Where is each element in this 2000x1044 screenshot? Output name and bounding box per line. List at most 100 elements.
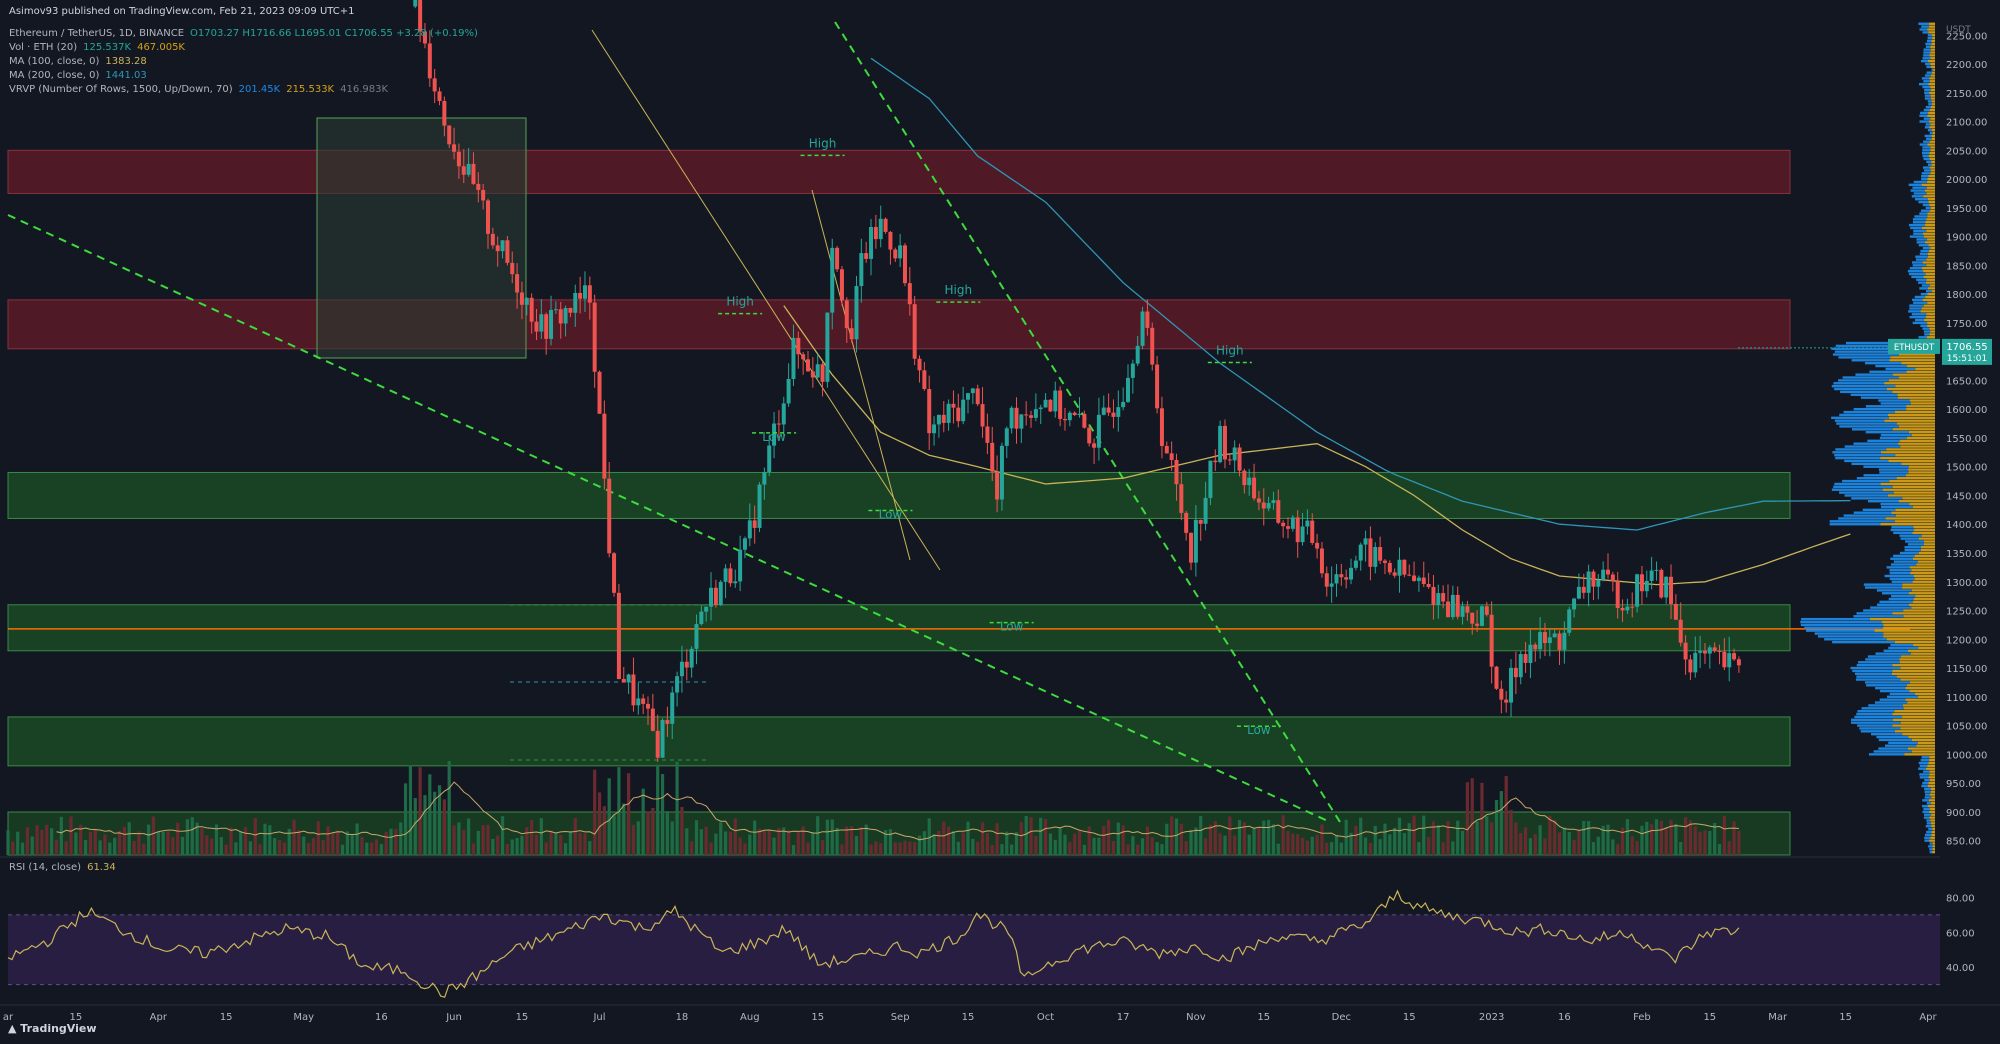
- vp-bar-up: [1912, 186, 1927, 189]
- vp-bar-down: [1931, 822, 1935, 825]
- vp-bar-up: [1918, 281, 1927, 284]
- time-axis-label: Jun: [445, 1012, 462, 1023]
- vp-bar-down: [1899, 658, 1935, 661]
- ma100-legend[interactable]: MA (100, close, 0) 1383.28: [9, 56, 153, 67]
- vp-bar-up: [1927, 100, 1932, 103]
- volume-bar: [1640, 825, 1644, 855]
- volume-bar: [908, 841, 912, 855]
- vp-bar-up: [1851, 462, 1902, 466]
- annotations-layer: High Low High Low High Low High Low: [718, 136, 1281, 737]
- vp-bar-up: [1918, 767, 1926, 770]
- volume-bar: [462, 829, 466, 855]
- vp-bar-up: [1923, 80, 1930, 83]
- volume-bar: [1121, 825, 1125, 855]
- candle-body: [534, 321, 539, 332]
- vp-bar-up: [1926, 71, 1933, 74]
- vp-bar-down: [1929, 770, 1935, 773]
- vp-bar-down: [1905, 686, 1935, 690]
- volume-bar: [1553, 820, 1557, 855]
- time-axis-label: 15: [70, 1012, 83, 1023]
- volume-bar: [1368, 843, 1373, 855]
- volume-bar: [282, 842, 286, 855]
- vp-bar-up: [1922, 799, 1929, 802]
- volume-bar: [1650, 824, 1654, 855]
- volume-bar: [1393, 827, 1397, 855]
- candle-body: [713, 587, 718, 605]
- vp-bar-down: [1932, 71, 1935, 74]
- time-axis-label: 16: [375, 1012, 388, 1023]
- volume-bar: [263, 823, 267, 855]
- volume-bar: [1184, 841, 1188, 855]
- volume-bar: [394, 829, 398, 855]
- volume-bar: [1058, 827, 1062, 855]
- annotation-label-5: Low: [1000, 620, 1024, 634]
- volume-bar: [820, 839, 825, 855]
- vrvp-legend[interactable]: VRVP (Number Of Rows, 1500, Up/Down, 70)…: [9, 84, 394, 95]
- vp-bar-up: [1842, 376, 1899, 379]
- vp-bar-up: [1914, 295, 1926, 299]
- symbol-title[interactable]: Ethereum / TetherUS, 1D, BINANCE: [9, 28, 185, 39]
- volume-bar: [54, 839, 59, 855]
- vp-bar-down: [1883, 632, 1935, 635]
- vp-bar-down: [1927, 324, 1935, 327]
- vp-bar-down: [1902, 715, 1935, 719]
- vp-bar-down: [1897, 393, 1935, 396]
- vp-bar-down: [1900, 445, 1935, 448]
- tradingview-logo[interactable]: ▲ TradingView: [8, 1022, 97, 1035]
- countdown-label: 15:51:01: [1947, 354, 1987, 364]
- vp-bar-up: [1925, 42, 1932, 46]
- volume-bar: [845, 826, 849, 855]
- candle-body: [650, 708, 655, 731]
- volume-bar: [864, 824, 868, 855]
- volume-bar: [801, 826, 805, 855]
- volume-bar: [326, 826, 330, 855]
- volume-bar: [883, 830, 888, 855]
- vp-bar-up: [1926, 65, 1931, 69]
- vp-bar-up: [1909, 235, 1924, 238]
- vp-bar-up: [1835, 344, 1898, 348]
- volume-bar: [656, 764, 660, 855]
- candle-body: [1004, 428, 1009, 446]
- vp-bar-up: [1842, 479, 1890, 483]
- annotation-label-4: High: [945, 283, 973, 297]
- vp-bar-down: [1906, 364, 1935, 368]
- candle-body: [1198, 519, 1203, 524]
- volume-bar: [1247, 834, 1251, 855]
- vp-bar-down: [1909, 502, 1935, 506]
- vol-legend[interactable]: Vol · ETH (20) 125.537K 467.005K: [9, 42, 191, 53]
- candle-body: [907, 283, 912, 305]
- candle-body: [427, 43, 432, 79]
- volume-bar: [1271, 824, 1276, 855]
- vp-bar-down: [1931, 100, 1935, 103]
- vp-bar-down: [1927, 215, 1935, 218]
- volume-bar: [1494, 800, 1499, 855]
- symbol-header[interactable]: Ethereum / TetherUS, 1D, BINANCE O1703.27…: [9, 28, 484, 39]
- price-tag: [1942, 338, 1992, 365]
- volume-bar: [185, 819, 189, 855]
- ma200-legend[interactable]: MA (200, close, 0) 1441.03: [9, 70, 153, 81]
- vp-bar-down: [1894, 640, 1935, 644]
- vp-bar-down: [1892, 724, 1935, 727]
- vp-bar-up: [1890, 643, 1914, 647]
- vp-bar-up: [1920, 758, 1930, 762]
- vp-bar-down: [1912, 505, 1935, 509]
- vp-bar-down: [1911, 569, 1935, 572]
- rsi-line: [7, 889, 1740, 998]
- ma100-value: 1383.28: [105, 56, 147, 67]
- vp-bar-up: [1921, 756, 1930, 759]
- vp-bar-down: [1929, 80, 1935, 83]
- vp-bar-up: [1918, 244, 1929, 247]
- candle-body: [796, 337, 801, 355]
- vp-bar-down: [1929, 327, 1935, 330]
- volume-bar: [1679, 842, 1683, 855]
- vp-bar-down: [1928, 799, 1935, 802]
- vp-bar-down: [1906, 684, 1935, 687]
- vp-bar-up: [1818, 635, 1884, 638]
- vp-bar-down: [1908, 603, 1935, 606]
- volume-bar: [1572, 839, 1576, 855]
- candle-body: [626, 674, 631, 683]
- rsi-legend[interactable]: RSI (14, close) 61.34: [9, 862, 122, 873]
- vp-bar-down: [1928, 804, 1935, 808]
- vp-bar-up: [1921, 177, 1928, 181]
